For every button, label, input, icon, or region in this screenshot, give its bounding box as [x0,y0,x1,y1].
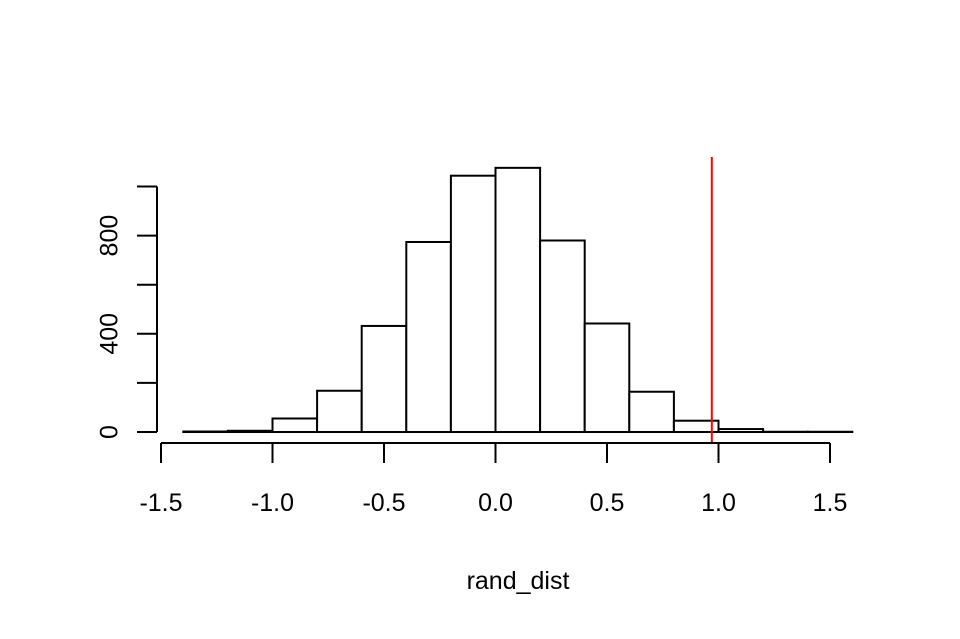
x-tick-label: 0.5 [590,489,625,517]
histogram-bar [226,429,274,433]
histogram-bar [271,417,319,433]
histogram-bar [628,390,675,434]
y-tick-label: 800 [96,215,124,257]
histogram-bar [449,174,497,433]
histogram-bar [672,419,720,434]
histogram-bar [717,428,765,433]
histogram-bar [316,389,363,434]
x-tick-label: -0.5 [362,489,405,517]
x-tick-label: 1.5 [813,489,848,517]
histogram-bar [539,239,586,433]
x-tick-label: 1.0 [701,489,736,517]
x-tick-label: 0.0 [478,489,513,517]
x-tick-label: -1.0 [251,489,294,517]
x-axis-label: rand_dist [467,567,570,595]
histogram-bar [494,166,542,433]
y-tick-label: 0 [96,425,124,439]
y-tick-label: 400 [96,313,124,355]
x-tick-label: -1.5 [139,489,182,517]
histogram-bar [583,322,631,434]
histogram-bar [360,324,408,433]
histogram-bar [405,240,452,433]
